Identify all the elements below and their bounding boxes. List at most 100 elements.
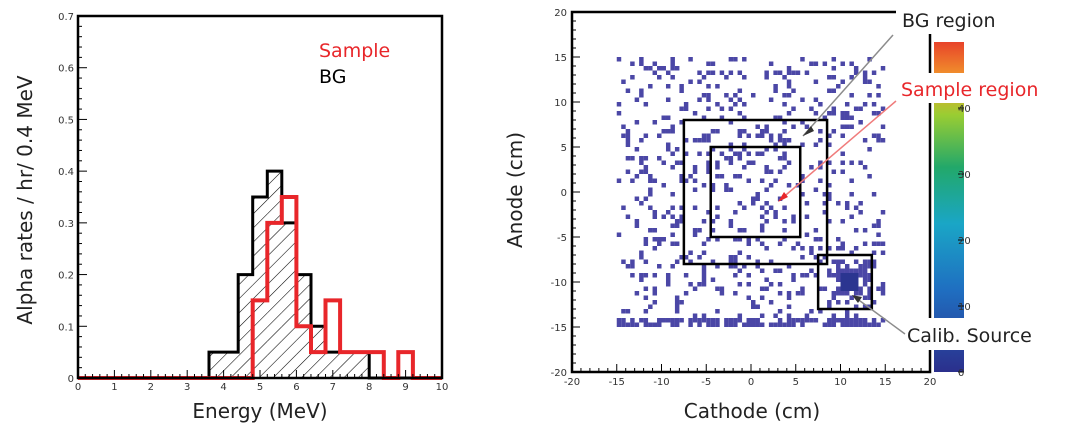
event-pixel (648, 178, 653, 183)
event-pixel (764, 201, 769, 206)
legend-bg: BG (319, 66, 346, 88)
event-pixel (710, 259, 716, 264)
event-pixel (751, 318, 756, 323)
event-pixel (764, 286, 769, 291)
event-pixel (737, 70, 743, 75)
event-pixel (706, 97, 711, 102)
event-pixel (827, 268, 832, 273)
event-pixel (840, 169, 845, 174)
event-pixel (827, 160, 832, 165)
event-pixel (742, 57, 747, 62)
event-pixel (777, 282, 783, 287)
event-pixel (844, 309, 850, 314)
event-pixel (840, 133, 845, 138)
event-pixel (625, 142, 631, 147)
event-pixel (643, 156, 649, 161)
event-pixel (670, 151, 675, 156)
event-pixel (862, 241, 868, 246)
event-pixel (755, 133, 760, 138)
event-pixel (755, 304, 760, 309)
energy-x-tick-label: 8 (366, 382, 372, 393)
event-pixel (621, 318, 626, 323)
energy-x-tick-label: 4 (220, 382, 226, 393)
event-pixel (840, 219, 845, 224)
event-pixel (630, 318, 635, 323)
event-pixel (630, 61, 635, 66)
heatmap-y-tick-label: 10 (554, 98, 567, 109)
event-pixel (813, 187, 819, 192)
event-pixel (737, 129, 743, 134)
event-pixel (706, 151, 711, 156)
event-pixel (683, 255, 689, 260)
event-pixel (791, 219, 796, 224)
event-pixel (777, 169, 783, 174)
event-pixel (840, 111, 845, 116)
event-pixel (661, 214, 666, 219)
event-pixel (813, 237, 819, 242)
region-box (682, 118, 829, 266)
event-pixel (867, 286, 872, 291)
event-pixel (661, 66, 666, 71)
event-pixel (867, 174, 872, 179)
event-pixel (634, 120, 640, 125)
event-pixel (724, 187, 729, 192)
event-pixel (786, 313, 792, 318)
event-pixel (737, 237, 743, 242)
heatmap-x-tick-label: 15 (879, 377, 892, 388)
event-pixel (710, 129, 716, 134)
bg-bin (281, 222, 297, 378)
event-pixel (804, 313, 810, 318)
event-pixel (759, 228, 765, 233)
event-pixel (827, 196, 832, 201)
event-pixel (862, 273, 868, 278)
event-pixel (630, 178, 635, 183)
event-pixel (777, 291, 783, 296)
event-pixel (742, 147, 747, 152)
event-pixel (625, 129, 631, 134)
event-pixel (643, 66, 649, 71)
event-pixel (697, 318, 702, 323)
heatmap-y-tick-label: 15 (554, 53, 567, 64)
event-pixel (858, 268, 863, 273)
event-pixel (831, 291, 837, 296)
event-pixel (697, 255, 702, 260)
event-pixel (639, 250, 644, 255)
event-pixel (867, 147, 872, 152)
event-pixel (746, 318, 751, 323)
event-pixel (759, 322, 765, 327)
annotation-bg-region-arrow (802, 34, 894, 137)
event-pixel (773, 268, 778, 273)
event-pixel (773, 84, 778, 89)
event-pixel (733, 291, 738, 296)
energy-x-tick-label: 6 (293, 382, 299, 393)
event-pixel (683, 106, 689, 111)
event-pixel (643, 273, 649, 278)
event-pixel (688, 322, 693, 327)
event-pixel (777, 156, 783, 161)
event-pixel (701, 277, 707, 282)
event-pixel (871, 318, 877, 323)
event-pixel (831, 295, 837, 300)
event-pixel (728, 264, 734, 269)
event-pixel (853, 318, 859, 323)
event-pixel (746, 133, 751, 138)
event-pixel (862, 277, 868, 282)
event-pixel (844, 313, 850, 318)
heatmap-y-tick-label: -10 (551, 278, 567, 289)
event-pixel (840, 259, 845, 264)
event-pixel (867, 291, 872, 296)
event-pixel (728, 187, 734, 192)
event-pixel (768, 300, 774, 305)
event-pixel (849, 115, 854, 120)
event-pixel (625, 309, 631, 314)
event-pixel (715, 214, 720, 219)
event-pixel (880, 286, 886, 291)
event-pixel (818, 165, 823, 170)
event-pixel (665, 129, 671, 134)
event-pixel (630, 273, 635, 278)
event-pixel (670, 264, 675, 269)
event-pixel (871, 223, 877, 228)
event-pixel (634, 223, 640, 228)
event-pixel (630, 264, 635, 269)
event-pixel (791, 106, 796, 111)
